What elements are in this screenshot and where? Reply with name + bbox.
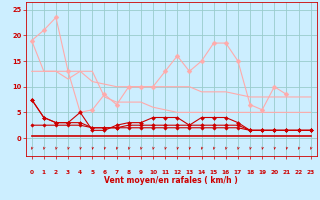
X-axis label: Vent moyen/en rafales ( km/h ): Vent moyen/en rafales ( km/h ) [104, 176, 238, 185]
